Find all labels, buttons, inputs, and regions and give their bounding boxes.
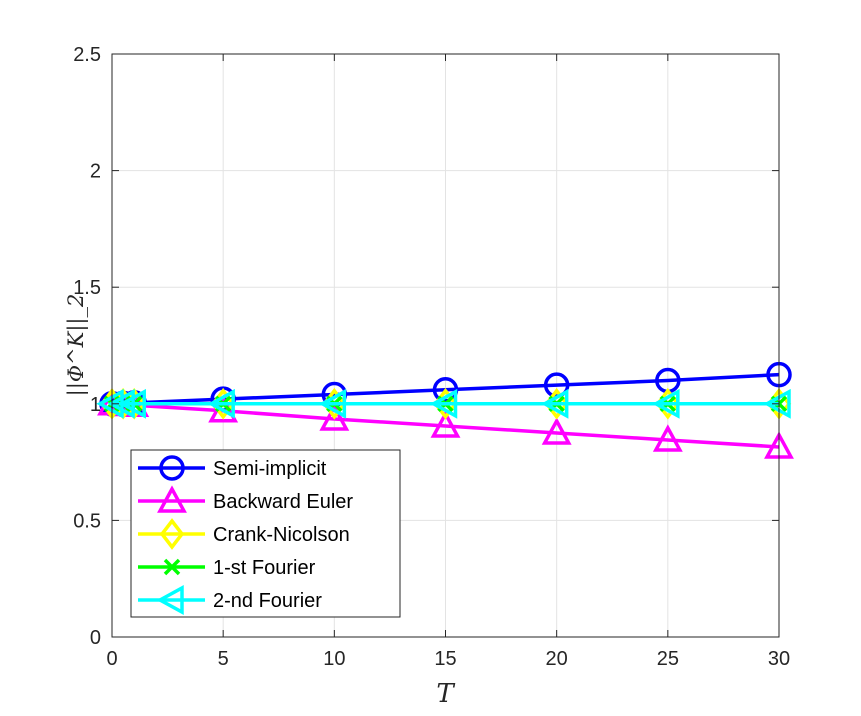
y-tick-label: 1.5	[73, 277, 101, 299]
y-tick-label: 0	[90, 627, 101, 649]
legend-marker	[159, 518, 185, 550]
legend-entry: Semi-implicit	[138, 455, 327, 481]
legend-entry: Crank-Nicolson	[138, 518, 350, 550]
legend-marker	[163, 558, 181, 576]
series-group	[96, 361, 794, 459]
data-point	[541, 388, 569, 419]
data-point	[541, 417, 572, 445]
data-point	[207, 388, 235, 419]
legend: Semi-implicit Backward Euler Crank-Nicolso…	[130, 449, 401, 618]
series-2-nd-fourier	[96, 388, 791, 419]
data-point	[318, 388, 347, 419]
legend-entry: 1-st Fourier	[138, 557, 316, 579]
data-point	[430, 410, 461, 438]
legend-label: Crank-Nicolson	[213, 524, 350, 546]
x-tick-label: 5	[218, 648, 229, 670]
data-point	[107, 388, 135, 419]
y-axis-ticks: 0 0.5 1 1.5 2 2.5	[73, 44, 779, 649]
data-point	[652, 424, 683, 452]
x-axis-ticks: 0 5 10 15 20 25 30	[106, 54, 790, 670]
legend-marker	[159, 455, 185, 481]
legend-entry: Backward Euler	[138, 485, 353, 513]
x-tick-label: 25	[657, 648, 679, 670]
y-axis-label: ||Φ^K||_2	[64, 294, 89, 397]
x-tick-label: 15	[434, 648, 456, 670]
legend-label: Semi-implicit	[213, 458, 327, 480]
data-point	[319, 403, 350, 431]
x-tick-label: 0	[106, 648, 117, 670]
x-axis-label: T	[436, 679, 455, 709]
legend-label: 2-nd Fourier	[213, 590, 322, 612]
legend-marker	[156, 585, 184, 615]
x-tick-label: 30	[768, 648, 790, 670]
y-tick-label: 2.5	[73, 44, 101, 66]
data-point	[118, 388, 146, 419]
y-tick-label: 0.5	[73, 510, 101, 532]
legend-marker	[157, 485, 187, 513]
x-tick-label: 10	[323, 648, 345, 670]
data-point	[429, 388, 458, 419]
y-tick-label: 2	[90, 161, 101, 183]
x-tick-label: 20	[546, 648, 568, 670]
data-point	[763, 388, 791, 419]
data-point	[652, 388, 680, 419]
legend-label: 1-st Fourier	[213, 557, 316, 579]
y-tick-label: 1	[90, 394, 101, 416]
legend-label: Backward Euler	[213, 491, 353, 513]
legend-entry: 2-nd Fourier	[138, 585, 322, 615]
